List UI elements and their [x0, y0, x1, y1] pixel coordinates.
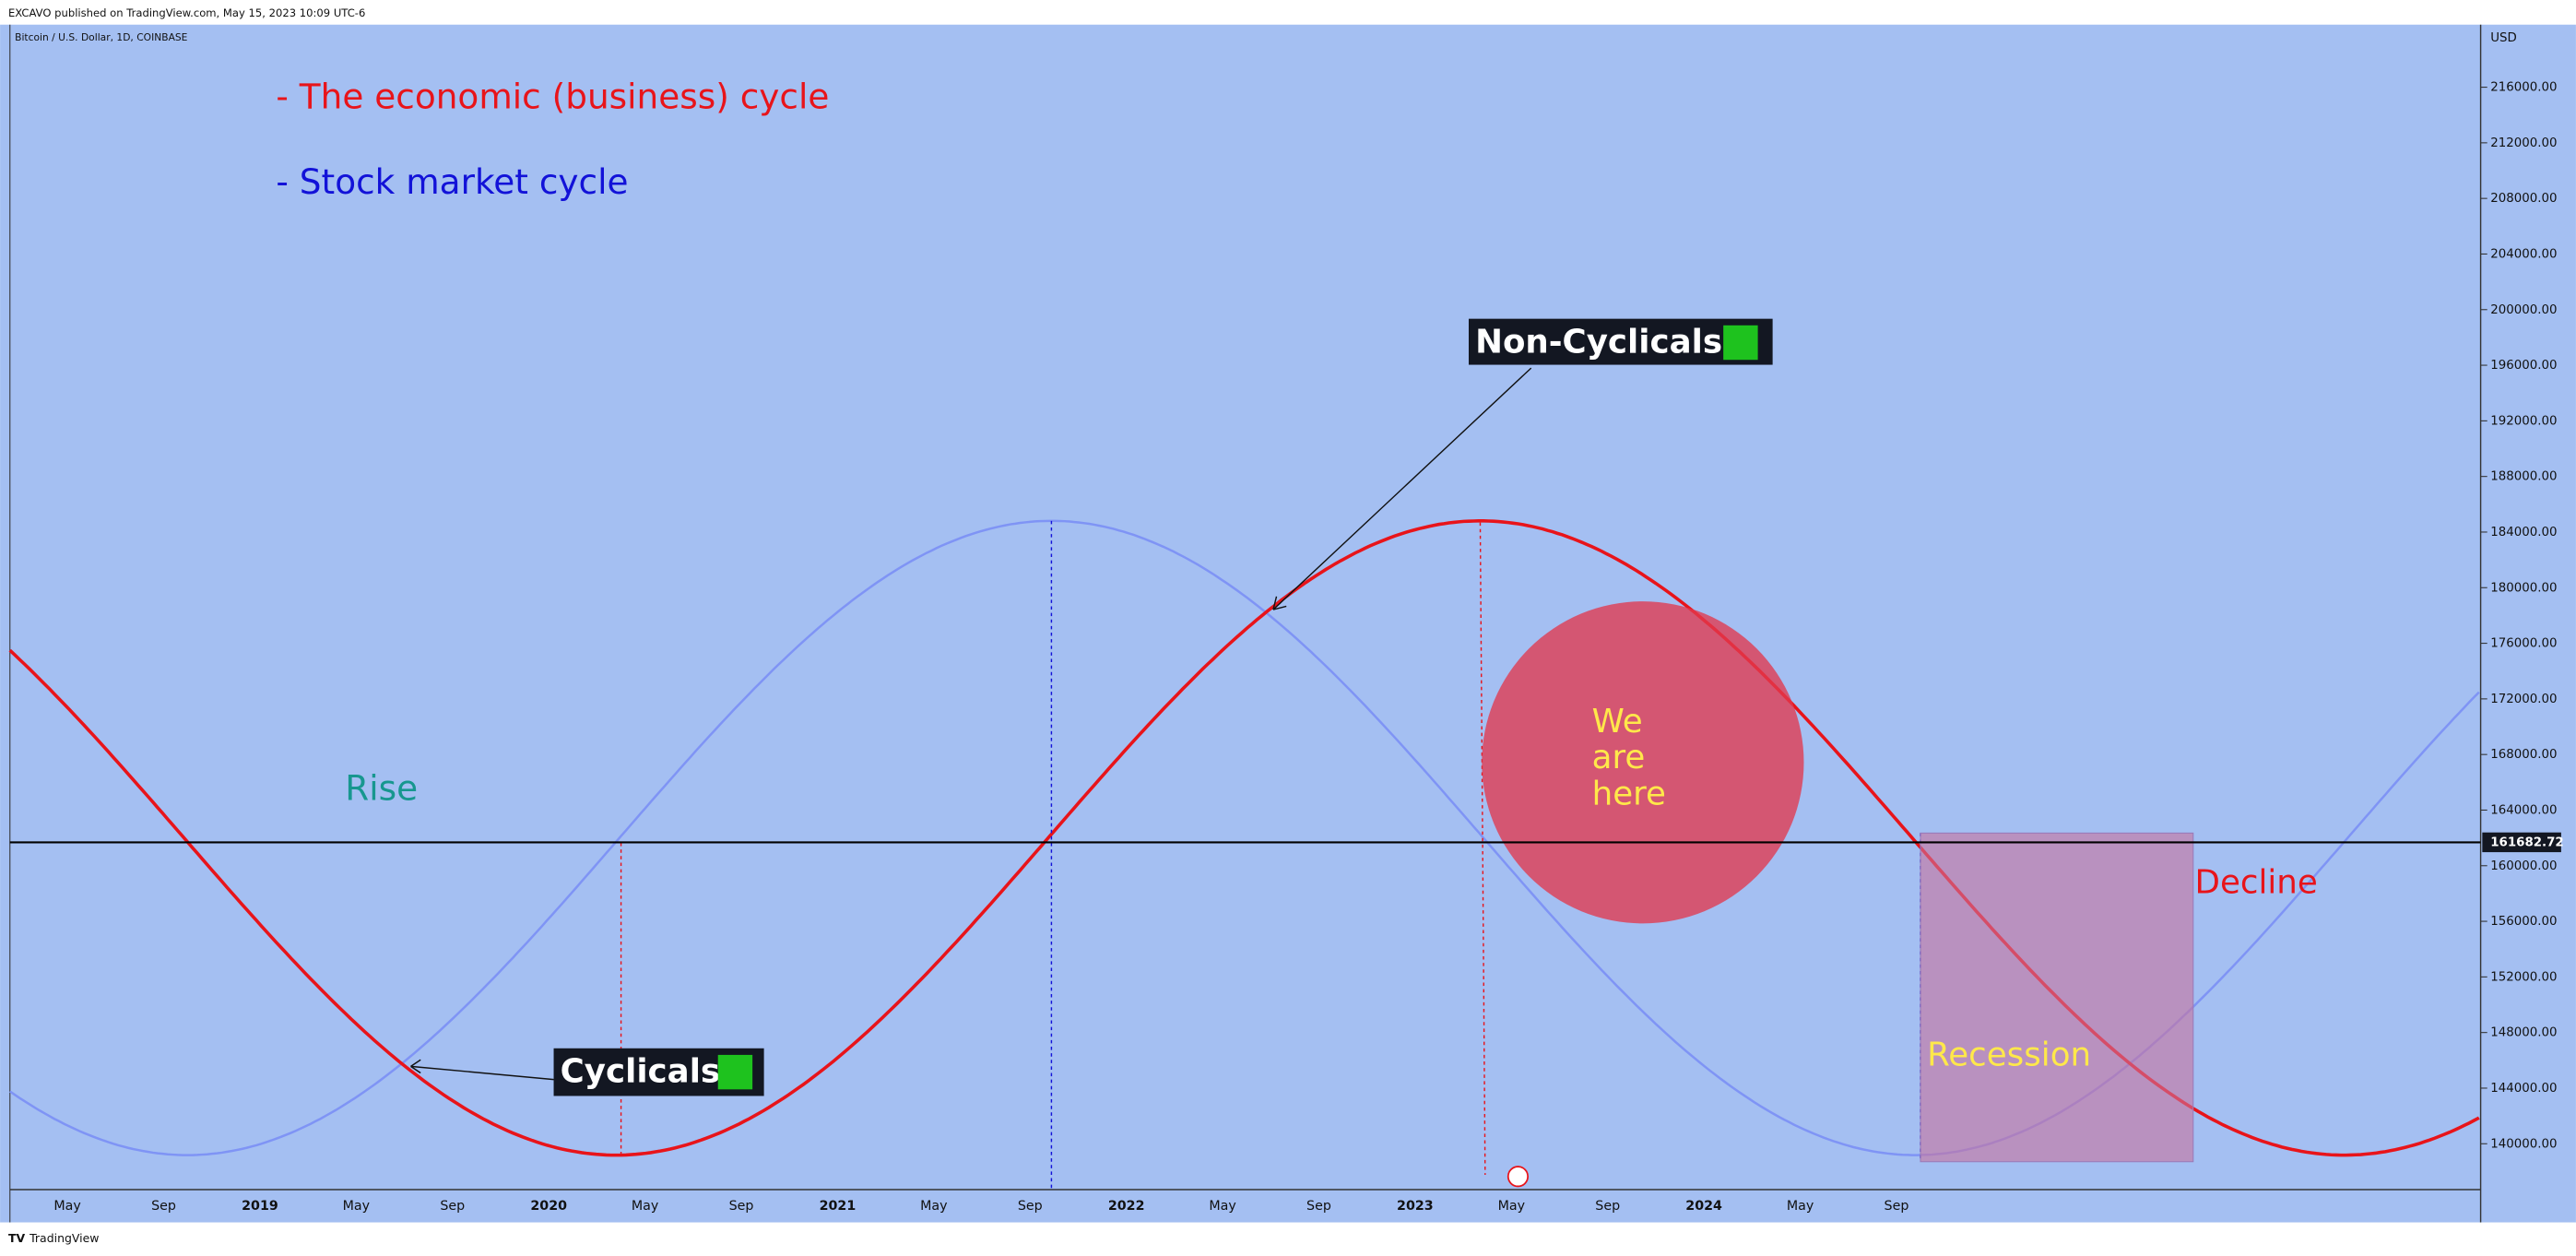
x-tick-label: May — [1209, 1199, 1236, 1214]
y-tick-label: 140000.00 — [2490, 1137, 2557, 1151]
footer-bar — [0, 1222, 2576, 1256]
y-tick-label: 176000.00 — [2490, 637, 2557, 651]
x-tick-label: Sep — [1595, 1199, 1620, 1214]
symbol: Bitcoin / U.S. Dollar, 1D, COINBASE — [15, 31, 188, 43]
y-tick-label: 216000.00 — [2490, 81, 2557, 95]
legend-stock: - Stock market cycle — [276, 161, 628, 202]
y-tick-label: 204000.00 — [2490, 247, 2557, 261]
y-tick-label: 160000.00 — [2490, 859, 2557, 873]
x-tick-label: Sep — [1306, 1199, 1331, 1214]
y-tick-label: 152000.00 — [2490, 970, 2557, 984]
arrow-head — [1272, 596, 1287, 610]
x-tick-label: Sep — [1018, 1199, 1043, 1214]
legend-economic: - The economic (business) cycle — [276, 76, 829, 116]
recession: Recession — [1927, 1037, 2091, 1074]
x-tick-label: May — [1787, 1199, 1814, 1214]
arrow — [410, 1065, 554, 1081]
non-cyclicals: Non-Cyclicals — [1475, 323, 1722, 361]
y-tick-label: 196000.00 — [2490, 359, 2557, 373]
x-tick-label: 2023 — [1397, 1199, 1434, 1214]
x-tick-label: 2020 — [530, 1199, 567, 1214]
y-tick-label: 208000.00 — [2490, 192, 2557, 206]
are: are — [1592, 739, 1646, 776]
x-tick-label: May — [53, 1199, 81, 1214]
x-tick-label: May — [632, 1199, 659, 1214]
arrow — [1272, 367, 1532, 610]
x-tick-label: 2019 — [242, 1199, 278, 1214]
price-tag — [2482, 832, 2561, 853]
header-bar — [0, 0, 2576, 25]
price-label: 161682.72 — [2490, 835, 2563, 849]
y-tick-label: 188000.00 — [2490, 470, 2557, 484]
label-box — [1468, 318, 1773, 365]
green-square — [717, 1054, 753, 1090]
footer: TradingView — [29, 1231, 99, 1245]
y-tick-label: 192000.00 — [2490, 414, 2557, 428]
x-tick-label: May — [343, 1199, 371, 1214]
y-tick-label: 144000.00 — [2490, 1082, 2557, 1096]
header: EXCAVO published on TradingView.com, May… — [8, 6, 365, 19]
rise: Rise — [345, 768, 418, 809]
x-tick-label: May — [920, 1199, 948, 1214]
x-tick-label: 2022 — [1108, 1199, 1145, 1214]
cyclicals: Cyclicals — [561, 1053, 720, 1091]
recession-box — [1920, 832, 2194, 1163]
y-tick-label: 212000.00 — [2490, 136, 2557, 150]
x-tick-label: 2021 — [820, 1199, 857, 1214]
x-tick-label: Sep — [729, 1199, 754, 1214]
event-icon[interactable] — [1507, 1166, 1530, 1188]
y-tick-label: 180000.00 — [2490, 581, 2557, 595]
y-tick-label: 156000.00 — [2490, 915, 2557, 929]
decline: Decline — [2195, 864, 2318, 902]
y-tick-label: 200000.00 — [2490, 303, 2557, 317]
we: We — [1592, 703, 1643, 741]
y-tick-label: 172000.00 — [2490, 693, 2557, 706]
x-tick-label: Sep — [1885, 1199, 1909, 1214]
y-tick-label: 184000.00 — [2490, 526, 2557, 539]
green-square — [1723, 325, 1758, 361]
y-tick-label: 168000.00 — [2490, 748, 2557, 762]
x-tick-label: Sep — [440, 1199, 465, 1214]
x-tick-label: May — [1498, 1199, 1526, 1214]
currency: USD — [2490, 31, 2517, 45]
y-tick-label: 164000.00 — [2490, 803, 2557, 817]
here: here — [1592, 775, 1666, 812]
y-tick-label: 148000.00 — [2490, 1026, 2557, 1040]
x-tick-label: 2024 — [1685, 1199, 1722, 1214]
logo: TV — [8, 1231, 26, 1245]
x-tick-label: Sep — [151, 1199, 176, 1214]
arrow-head — [410, 1059, 421, 1074]
